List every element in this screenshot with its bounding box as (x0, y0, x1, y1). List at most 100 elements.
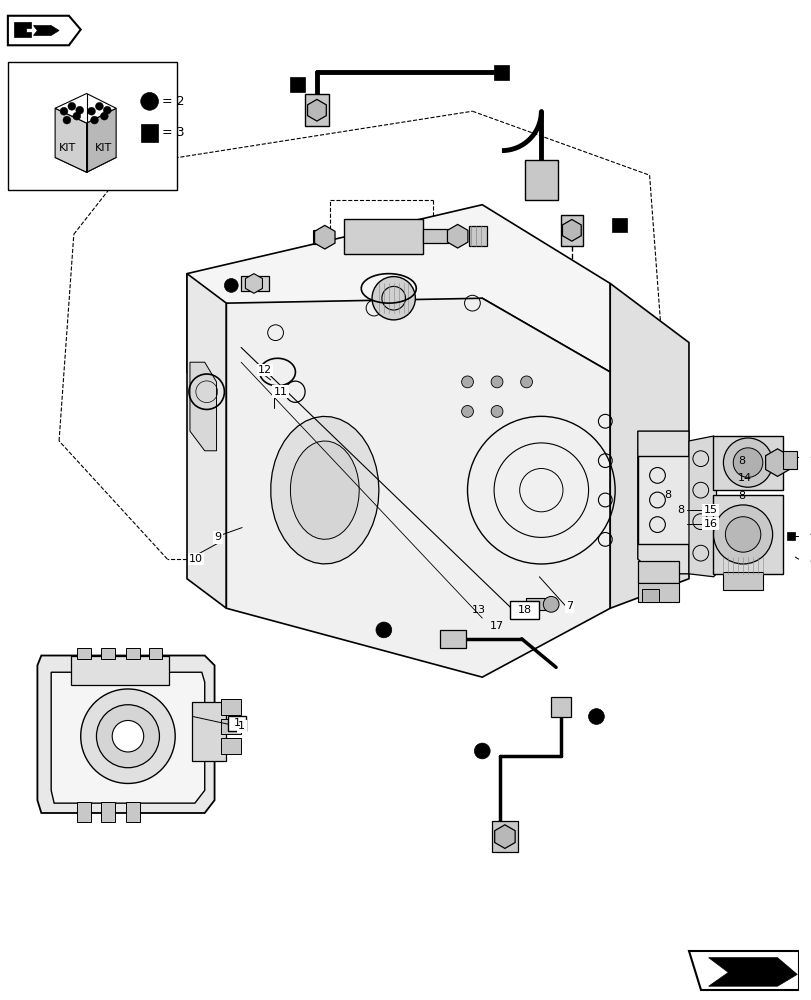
Bar (221, 699, 241, 715)
Bar (191, 702, 226, 761)
Polygon shape (765, 449, 788, 476)
Circle shape (461, 406, 473, 417)
Circle shape (461, 376, 473, 388)
Bar (440, 630, 465, 648)
Bar (312, 230, 324, 244)
Text: 11: 11 (273, 387, 287, 397)
Circle shape (371, 277, 415, 320)
Polygon shape (187, 274, 226, 608)
Text: 1: 1 (234, 718, 240, 728)
Bar (290, 77, 305, 92)
Circle shape (88, 107, 96, 115)
Polygon shape (87, 108, 116, 172)
Bar (148, 648, 162, 659)
Text: 15: 15 (703, 505, 717, 515)
Text: 14: 14 (737, 473, 751, 483)
Bar (71, 656, 169, 685)
Bar (637, 456, 694, 544)
Bar (637, 583, 678, 602)
Bar (77, 802, 91, 822)
Text: 13: 13 (472, 605, 486, 615)
Bar (469, 226, 487, 246)
Circle shape (723, 438, 772, 487)
Text: 18: 18 (517, 605, 531, 615)
Polygon shape (290, 441, 358, 539)
Bar (509, 601, 539, 619)
Text: 8: 8 (676, 505, 684, 515)
Circle shape (543, 596, 558, 612)
Bar (8, 62, 177, 190)
Bar (637, 561, 678, 583)
Text: 7: 7 (565, 601, 573, 611)
Bar (77, 648, 91, 659)
Polygon shape (271, 416, 379, 564)
Bar (101, 802, 115, 822)
Circle shape (112, 720, 144, 752)
Text: 16: 16 (703, 519, 717, 529)
Text: KIT: KIT (95, 143, 112, 153)
Circle shape (103, 106, 111, 114)
Polygon shape (8, 16, 80, 45)
Bar (305, 94, 328, 126)
Bar (783, 451, 796, 469)
Text: 9: 9 (214, 532, 221, 542)
Circle shape (732, 448, 762, 477)
Text: = 2: = 2 (162, 95, 185, 108)
Circle shape (91, 116, 98, 124)
Circle shape (60, 107, 68, 115)
Polygon shape (688, 951, 798, 990)
Polygon shape (447, 224, 467, 248)
Text: KIT: KIT (59, 143, 76, 153)
Text: = 3: = 3 (162, 126, 185, 139)
Polygon shape (708, 958, 796, 986)
Circle shape (73, 112, 80, 120)
Bar (787, 532, 794, 540)
Text: 17: 17 (489, 621, 504, 631)
Circle shape (724, 517, 760, 552)
Circle shape (588, 709, 603, 724)
Polygon shape (245, 274, 262, 293)
Circle shape (140, 93, 158, 110)
Circle shape (474, 743, 490, 759)
Text: 1: 1 (238, 721, 245, 731)
Polygon shape (55, 108, 87, 172)
Bar (126, 802, 139, 822)
Bar (126, 648, 139, 659)
Text: 8: 8 (663, 490, 670, 500)
Text: 10: 10 (189, 554, 203, 564)
Polygon shape (307, 99, 326, 121)
Bar (344, 219, 423, 254)
Bar (560, 215, 582, 246)
Polygon shape (637, 431, 688, 574)
Text: 8: 8 (737, 491, 744, 501)
Circle shape (68, 102, 75, 110)
Circle shape (63, 116, 71, 124)
Circle shape (97, 705, 159, 768)
Text: 5: 5 (808, 450, 811, 460)
Circle shape (491, 376, 502, 388)
Circle shape (80, 689, 175, 783)
Bar (228, 716, 246, 731)
Polygon shape (187, 205, 610, 372)
Polygon shape (51, 672, 204, 803)
Circle shape (491, 406, 502, 417)
Bar (712, 495, 783, 574)
Bar (723, 572, 762, 590)
Polygon shape (562, 219, 581, 241)
Bar (551, 697, 570, 717)
Circle shape (520, 376, 532, 388)
Bar (641, 589, 659, 602)
Text: 6: 6 (808, 557, 811, 567)
Bar (524, 160, 557, 200)
Bar (241, 276, 268, 291)
Polygon shape (14, 22, 32, 37)
Polygon shape (33, 26, 59, 35)
Circle shape (75, 106, 84, 114)
Circle shape (101, 112, 108, 120)
Bar (140, 124, 158, 142)
Polygon shape (37, 656, 214, 813)
Polygon shape (494, 825, 514, 848)
Bar (423, 229, 448, 243)
Circle shape (713, 505, 772, 564)
Bar (101, 648, 115, 659)
